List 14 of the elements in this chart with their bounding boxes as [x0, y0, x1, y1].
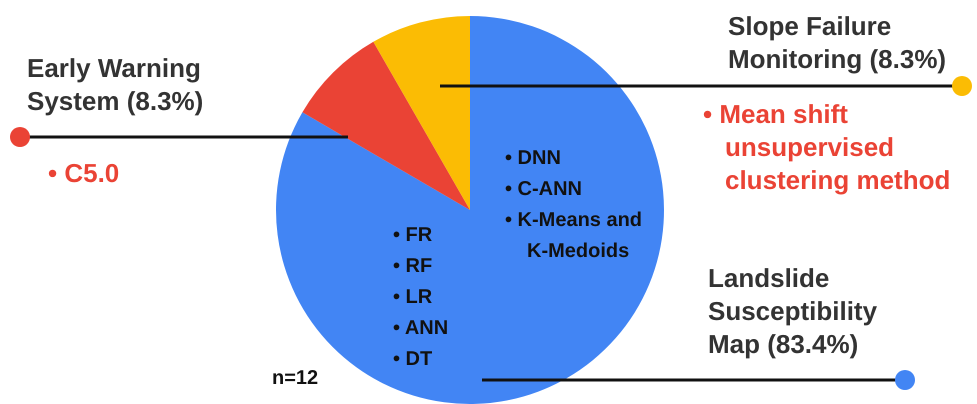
text: • DNN: [505, 146, 562, 171]
slice-label: Landslide Susceptibility Map (83.4%): [708, 262, 878, 361]
text: • Mean shift unsupervised clustering method: [703, 98, 952, 197]
text: • LR: [393, 285, 434, 310]
slice-label: Slope Failure Monitoring (8.3%): [728, 10, 948, 76]
slice-label: Early Warning System (8.3%): [27, 52, 204, 118]
text: • RF: [393, 254, 434, 279]
text: • C5.0: [48, 157, 120, 190]
text: • DT: [393, 347, 434, 372]
text: • FR: [393, 223, 434, 248]
text: • ANN: [393, 316, 450, 341]
text: • K-Means and K-Medoids: [505, 208, 644, 264]
text: n=12: [272, 367, 318, 390]
text: • C-ANN: [505, 177, 583, 202]
